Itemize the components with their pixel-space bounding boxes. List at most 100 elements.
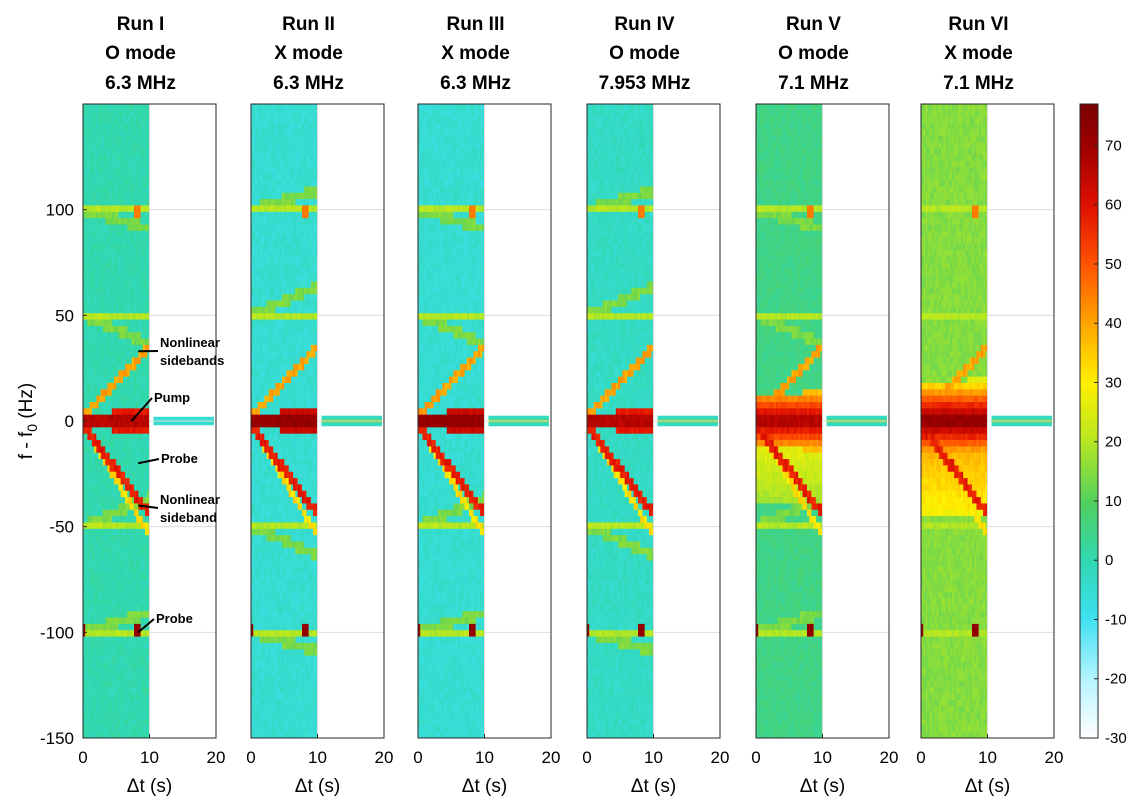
- heatmap-cell: [105, 294, 108, 301]
- heatmap-cell: [116, 123, 119, 130]
- heatmap-cell: [107, 503, 110, 511]
- heatmap-cell: [122, 275, 126, 282]
- heatmap-cell: [100, 230, 104, 238]
- heatmap-cell: [122, 592, 126, 599]
- heatmap-cell: [109, 401, 113, 409]
- heatmap-cell: [116, 306, 119, 314]
- heatmap-cell: [87, 725, 91, 733]
- heatmap-cell: [91, 725, 95, 733]
- heatmap-cell: [118, 161, 122, 168]
- heatmap-cell: [96, 642, 99, 650]
- heatmap-cell: [118, 497, 122, 504]
- heatmap-cell: [107, 522, 110, 530]
- heatmap-cell: [87, 440, 91, 447]
- heatmap-cell: [122, 154, 126, 162]
- heatmap-cell: [89, 440, 93, 447]
- heatmap-cell: [98, 262, 102, 270]
- heatmap-cell: [125, 249, 128, 257]
- heatmap-cell: [116, 598, 119, 606]
- heatmap-cell: [89, 547, 93, 555]
- heatmap-cell: [83, 300, 86, 308]
- heatmap-cell: [85, 401, 88, 409]
- heatmap-cell: [107, 636, 110, 644]
- heatmap-cell: [118, 554, 122, 561]
- heatmap-cell: [105, 142, 108, 149]
- heatmap-cell: [125, 186, 128, 194]
- heatmap-cell: [83, 592, 86, 599]
- heatmap-cell: [111, 363, 115, 371]
- heatmap-cell: [122, 104, 126, 111]
- heatmap-cell: [114, 205, 117, 213]
- heatmap-cell: [122, 522, 126, 530]
- heatmap-cell: [89, 592, 93, 599]
- heatmap-cell: [87, 192, 91, 200]
- heatmap-cell: [94, 509, 97, 517]
- heatmap-cell: [111, 300, 115, 308]
- heatmap-cell: [118, 224, 122, 232]
- heatmap-cell: [87, 585, 91, 593]
- heatmap-cell: [87, 344, 91, 352]
- heatmap-cell: [100, 516, 104, 523]
- heatmap-cell: [89, 484, 93, 492]
- heatmap-cell: [94, 687, 97, 695]
- heatmap-cell: [100, 154, 104, 162]
- heatmap-cell: [94, 547, 97, 555]
- heatmap-cell: [120, 161, 124, 168]
- heatmap-cell: [100, 421, 104, 428]
- heatmap-cell: [107, 135, 110, 143]
- heatmap-cell: [85, 414, 88, 422]
- heatmap-cell: [91, 401, 95, 409]
- heatmap-cell: [100, 110, 104, 118]
- heatmap-cell: [118, 566, 122, 574]
- heatmap-cell: [105, 123, 108, 130]
- heatmap-cell: [102, 642, 106, 650]
- heatmap-cell: [107, 319, 110, 327]
- heatmap-cell: [114, 497, 117, 504]
- heatmap-cell: [116, 192, 119, 200]
- heatmap-cell: [87, 516, 91, 523]
- heatmap-cell: [85, 592, 88, 599]
- heatmap-cell: [94, 332, 97, 339]
- heatmap-cell: [109, 585, 113, 593]
- heatmap-cell: [109, 547, 113, 555]
- heatmap-cell: [116, 395, 119, 403]
- heatmap-cell: [94, 319, 97, 327]
- heatmap-cell: [89, 287, 93, 295]
- heatmap-cell: [105, 592, 108, 599]
- heatmap-cell: [118, 516, 122, 523]
- heatmap-cell: [109, 262, 113, 270]
- heatmap-cell: [111, 104, 115, 111]
- heatmap-cell: [107, 370, 110, 378]
- heatmap-cell: [100, 243, 104, 251]
- heatmap-cell: [83, 243, 86, 251]
- heatmap-cell: [107, 142, 110, 149]
- heatmap-cell: [120, 389, 124, 397]
- heatmap-cell: [105, 706, 108, 714]
- heatmap-cell: [96, 516, 99, 523]
- heatmap-cell: [83, 566, 86, 574]
- heatmap-cell: [98, 427, 102, 435]
- heatmap-cell: [102, 598, 106, 606]
- heatmap-cell: [111, 230, 115, 238]
- heatmap-cell: [102, 490, 106, 498]
- heatmap-cell: [100, 731, 104, 739]
- heatmap-cell: [94, 218, 97, 225]
- heatmap-cell: [120, 579, 124, 587]
- heatmap-cell: [120, 655, 124, 663]
- heatmap-cell: [94, 630, 97, 637]
- heatmap-cell: [89, 389, 93, 397]
- heatmap-cell: [94, 541, 97, 549]
- heatmap-cell: [120, 104, 124, 111]
- heatmap-cell: [94, 344, 97, 352]
- heatmap-cell: [114, 592, 117, 599]
- heatmap-cell: [83, 116, 86, 124]
- heatmap-cell: [85, 516, 88, 523]
- heatmap-cell: [111, 421, 115, 428]
- heatmap-cell: [114, 630, 117, 637]
- heatmap-cell: [87, 598, 91, 606]
- heatmap-cell: [105, 199, 108, 206]
- heatmap-cell: [85, 363, 88, 371]
- heatmap-cell: [114, 706, 117, 714]
- heatmap-cell: [102, 344, 106, 352]
- heatmap-cell: [114, 224, 117, 232]
